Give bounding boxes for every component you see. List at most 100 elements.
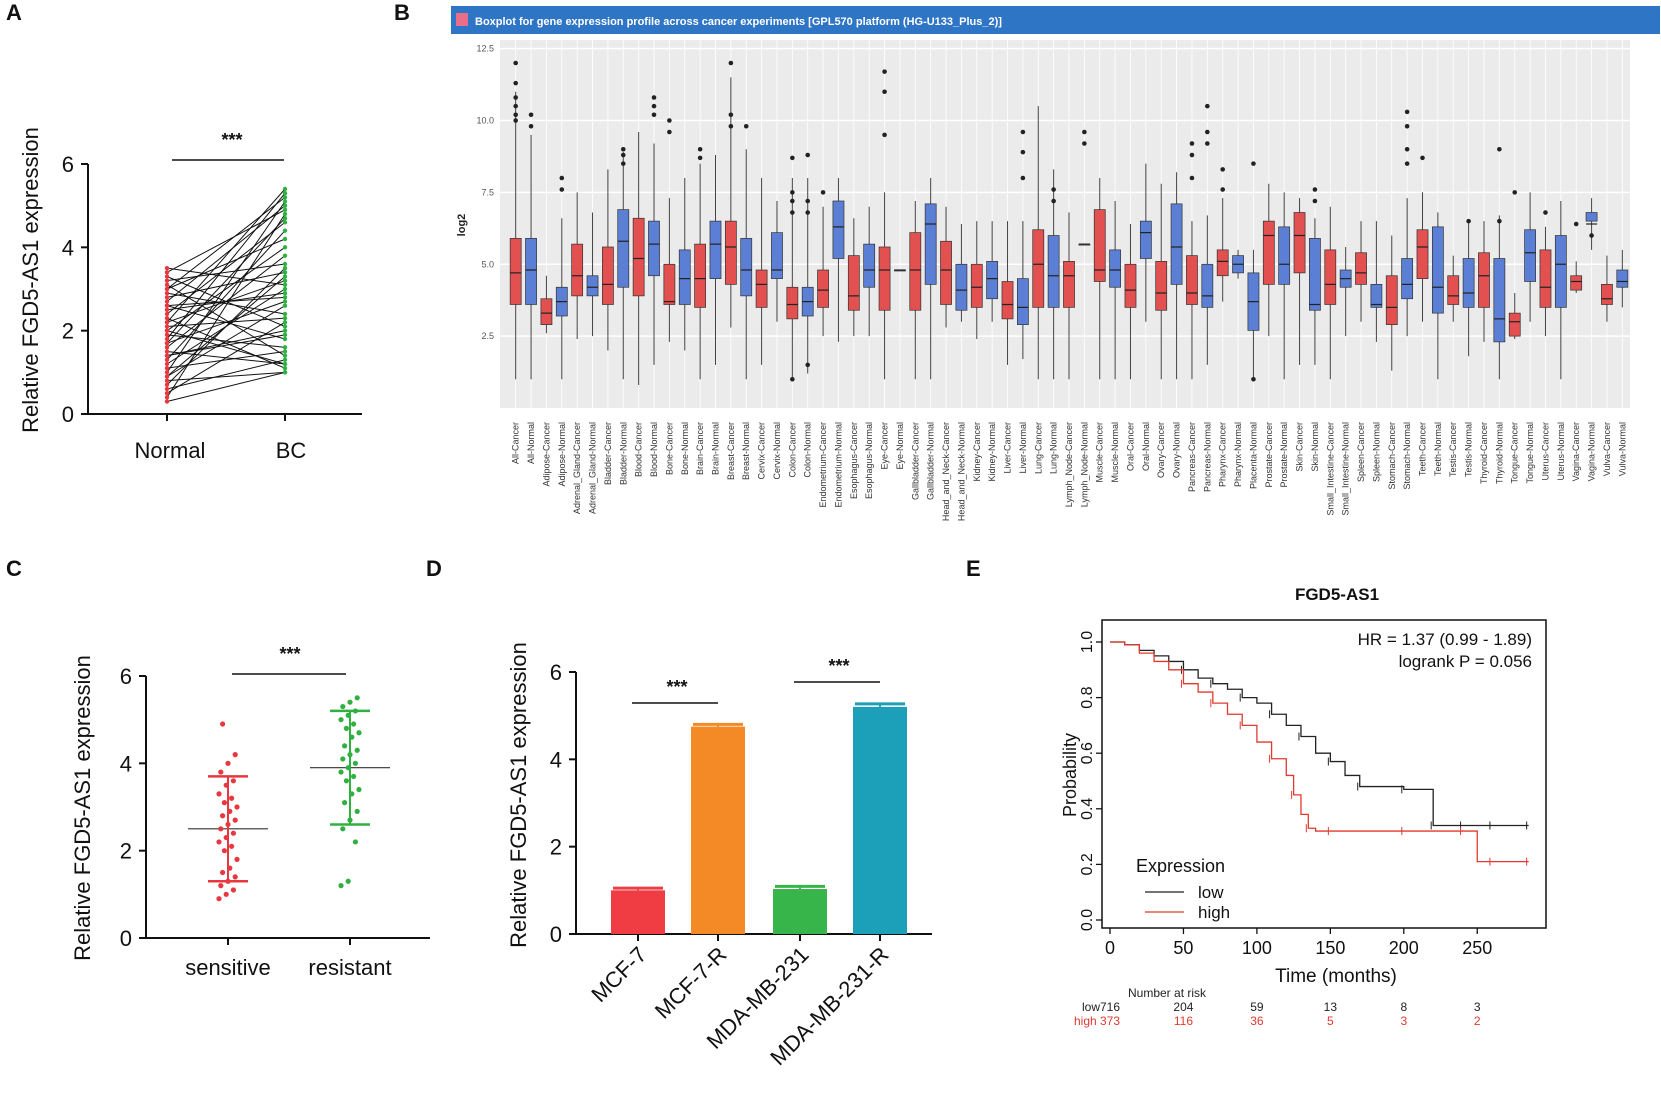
chart-icon xyxy=(456,13,468,26)
panel-c-point xyxy=(227,808,233,814)
panel-a-point-bc xyxy=(282,278,288,283)
panel-b-box xyxy=(1585,212,1598,222)
panel-a-ytick-label: 0 xyxy=(62,402,74,427)
panel-a-point-bc xyxy=(282,303,288,308)
panel-b-xtick-label: Teeth-Normal xyxy=(1433,422,1443,476)
panel-a-point-normal xyxy=(164,365,170,371)
panel-b-xtick-label: Skin-Normal xyxy=(1310,422,1320,472)
panel-b-outlier xyxy=(513,103,518,109)
panel-b-outlier xyxy=(1189,141,1195,146)
panel-b-box xyxy=(694,243,707,308)
panel-a-chart: Relative FGD5-AS1 expression *** Normal … xyxy=(18,127,362,463)
panel-b-box xyxy=(1478,252,1490,308)
panel-a-pair-line xyxy=(166,205,286,302)
panel-b-box xyxy=(1293,212,1306,274)
panel-c-point xyxy=(347,699,353,705)
panel-b-xtick-label: Spleen-Normal xyxy=(1371,422,1381,482)
risk-high-value: 2 xyxy=(1474,1014,1481,1028)
panel-e-ytick-label: 0.2 xyxy=(1079,853,1096,875)
panel-letter-b: B xyxy=(394,0,410,25)
panel-b-box xyxy=(1216,249,1229,277)
panel-b-outlier xyxy=(1312,187,1318,192)
panel-c-point xyxy=(232,817,238,823)
panel-b-ytick-label: 5.0 xyxy=(481,259,494,269)
panel-b-outlier xyxy=(1420,155,1425,161)
panel-b-box xyxy=(847,255,860,311)
panel-c-point xyxy=(354,808,360,814)
panel-b-outlier xyxy=(728,123,734,129)
panel-letter-a: A xyxy=(6,0,22,25)
panel-e-xtick-label: 100 xyxy=(1242,938,1272,958)
panel-a-point-bc xyxy=(282,186,288,192)
panel-b-xtick-label: Uterus-Normal xyxy=(1556,422,1566,481)
panel-a-point-bc xyxy=(282,357,288,363)
panel-b-outlier xyxy=(1051,198,1056,204)
panel-a-point-bc xyxy=(282,353,288,358)
panel-c-point xyxy=(221,848,227,854)
panel-a-point-bc xyxy=(282,203,288,208)
risk-high-value: 373 xyxy=(1100,1014,1120,1028)
panel-b-outlier xyxy=(1543,210,1548,215)
panel-b-outlier xyxy=(1020,175,1026,181)
panel-b-xtick-label: Lymph_Node-Cancer xyxy=(1064,422,1074,507)
panel-d-bar xyxy=(853,706,907,934)
panel-b-xtick-label: Lung-Cancer xyxy=(1033,422,1043,474)
panel-a-point-normal xyxy=(164,353,170,358)
panel-b-box xyxy=(1493,258,1506,343)
panel-a-point-normal xyxy=(164,332,170,338)
panel-b-outlier xyxy=(790,190,795,195)
km-curve-low xyxy=(1110,641,1529,827)
panel-b-outlier xyxy=(1466,218,1471,224)
panel-b-outlier xyxy=(1312,198,1318,204)
panel-b-box xyxy=(1524,229,1536,282)
panel-b-xtick-label: Blood-Cancer xyxy=(634,422,644,477)
panel-b-outlier xyxy=(513,95,518,100)
panel-b-xtick-label: Kidney-Normal xyxy=(987,422,997,482)
panel-c-point xyxy=(230,830,236,836)
panel-b-xtick-label: Stomach-Cancer xyxy=(1387,422,1397,490)
panel-b-xtick-label: Thyroid-Normal xyxy=(1494,422,1504,484)
panel-b-xtick-label: All-Cancer xyxy=(511,422,521,464)
panel-c-point xyxy=(352,839,358,845)
panel-b-outlier xyxy=(1512,190,1518,195)
panel-b-xtick-label: Uterus-Cancer xyxy=(1540,422,1550,481)
panel-c-point xyxy=(218,769,224,775)
panel-b-xtick-label: Head_and_Neck-Cancer xyxy=(941,422,951,521)
panel-b-xtick-label: Testis-Normal xyxy=(1464,422,1474,477)
panel-b-ytick-label: 7.5 xyxy=(481,187,494,197)
panel-c-point xyxy=(347,817,353,823)
panel-b-xtick-label: Vagina-Normal xyxy=(1587,422,1597,481)
panel-c-point xyxy=(220,869,226,876)
panel-b-outlier xyxy=(697,146,703,152)
panel-e-chart: FGD5-AS1 Probability Time (months) HR = … xyxy=(1060,585,1547,1028)
panel-c-chart: Relative FGD5-AS1 expression *** sensiti… xyxy=(70,644,430,980)
panel-c-point xyxy=(356,786,362,793)
panel-a-point-normal xyxy=(164,340,170,346)
panel-a-pair-line xyxy=(166,196,286,290)
panel-b-box xyxy=(1170,203,1183,285)
panel-b-box xyxy=(678,249,691,305)
panel-b-ytick-label: 2.5 xyxy=(481,331,494,341)
panel-a-point-normal xyxy=(164,345,170,350)
panel-a-point-normal xyxy=(164,278,170,283)
panel-a-point-normal xyxy=(164,299,170,304)
panel-a-pair-line xyxy=(166,221,286,315)
panel-b-box xyxy=(1093,209,1106,282)
panel-e-legend-high: high xyxy=(1198,903,1230,922)
panel-b-box xyxy=(1462,258,1475,308)
panel-c-ytick-label: 6 xyxy=(120,664,132,689)
panel-a-pair-line xyxy=(166,230,286,361)
panel-b-box xyxy=(1001,281,1014,320)
panel-c-point xyxy=(349,734,355,740)
panel-a-point-bc xyxy=(282,270,288,275)
panel-c-significance: *** xyxy=(279,644,300,664)
panel-b-xtick-label: Colon-Cancer xyxy=(787,422,797,478)
panel-b-outlier xyxy=(513,118,518,123)
panel-a-point-normal xyxy=(164,324,170,329)
panel-a-point-normal xyxy=(164,311,170,317)
panel-b-box xyxy=(1032,229,1045,308)
panel-b-box xyxy=(571,243,584,297)
panel-c-point xyxy=(229,843,235,849)
panel-a-point-bc xyxy=(282,220,288,225)
